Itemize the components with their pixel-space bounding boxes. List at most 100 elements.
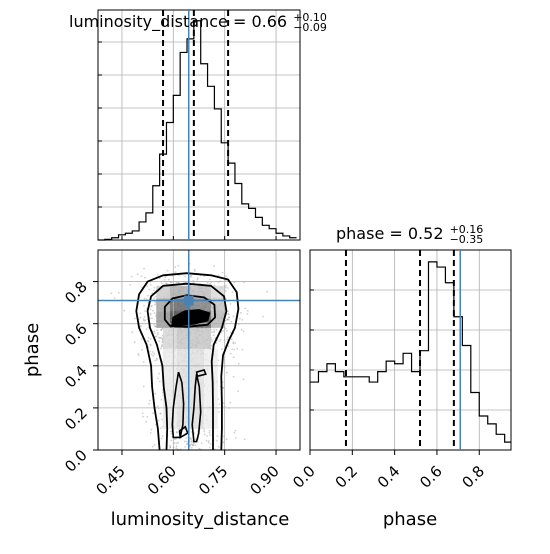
scatter-point [190,275,192,278]
scatter-point [161,327,164,330]
scatter-point [161,334,164,337]
x-tick-label: 0.6 [416,462,446,492]
scatter-point [143,304,146,307]
title-minus-text: −0.09 [293,20,327,34]
scatter-point [173,442,176,445]
scatter-point [113,297,116,299]
scatter-point [226,318,229,321]
y-tick-label: 0.0 [61,446,91,476]
scatter-point [149,350,152,353]
scatter-point [226,336,229,339]
title-plus-text: +0.10 [293,10,327,24]
scatter-point [140,325,142,327]
scatter-point [226,318,229,321]
scatter-point [150,344,152,347]
scatter-point [142,361,145,363]
title-value-text: 0.66 [251,12,288,31]
y-tick-label: 0.4 [61,362,91,392]
scatter-point [152,412,154,415]
title-param-text: phase [336,224,385,243]
scatter-point [141,349,143,351]
scatter-point [161,337,164,340]
x-tick-label: 0.90 [247,462,283,498]
scatter-point [152,354,155,357]
scatter-point [161,341,164,344]
scatter-point [153,443,156,446]
scatter-point [169,446,172,449]
x-tick-label: 0.2 [332,462,362,492]
scatter-point [175,431,178,434]
panel-frame [309,249,512,451]
scatter-point [148,288,151,291]
scatter-point [213,328,215,331]
scatter-point [143,267,146,270]
scatter-point [215,328,218,331]
scatter-point [154,392,157,395]
scatter-point [194,438,197,440]
scatter-point [149,312,152,315]
contour-core [171,309,211,326]
scatter-point [146,285,149,288]
title-minus-text: −0.35 [449,232,484,246]
x-tick-label: 0.8 [458,462,488,492]
scatter-point [194,444,197,447]
scatter-point [151,304,153,307]
scatter-point [154,325,157,328]
scatter-point [219,338,222,341]
scatter-point [142,385,145,388]
title-plus-text: +0.16 [449,222,484,236]
scatter-point [190,440,193,443]
scatter-point [147,339,149,342]
scatter-point [152,309,155,312]
scatter-point [227,318,230,321]
scatter-point [174,437,177,440]
scatter-point [217,274,220,277]
scatter-point [231,348,234,351]
scatter-point [225,284,227,287]
scatter-point [110,292,113,295]
scatter-point [190,274,193,277]
scatter-point [230,338,233,341]
scatter-point [149,283,152,286]
scatter-point [244,307,247,310]
scatter-point [154,332,156,334]
scatter-point [205,439,208,442]
scatter-point [139,316,142,319]
scatter-point [211,340,213,343]
scatter-point [137,353,140,355]
scatter-point [175,447,178,450]
y-tick-label: 0.8 [61,278,91,308]
scatter-point [150,353,153,356]
scatter-point [190,437,192,440]
scatter-point [175,282,178,284]
scatter-point [154,359,157,362]
x-tick-label: 0.60 [144,462,180,498]
luminosity-phase-scatter-panel: 0.45 0.60 0.75 0.90 0.0 0.2 0.4 0.6 0.8 luminosit… [22,249,301,530]
scatter-point [189,445,192,448]
scatter-point [216,439,218,442]
scatter-point [153,289,155,292]
density-cell [156,298,170,312]
scatter-point [221,348,223,350]
scatter-point [196,278,199,281]
scatter-point [154,303,157,306]
scatter-point [230,320,233,323]
scatter-point [235,437,237,439]
scatter-point [145,328,148,330]
scatter-point [157,419,160,422]
scatter-point [222,441,225,444]
scatter-point [209,443,212,445]
x-tick-label: 0.4 [374,462,404,492]
scatter-point [183,440,186,443]
scatter-point [153,352,156,355]
scatter-point [147,294,149,297]
contour-loop [171,371,185,439]
scatter-point [242,378,245,381]
scatter-point [227,310,229,313]
scatter-point [190,446,193,449]
scatter-point [159,412,162,415]
scatter-point [229,331,232,334]
contour-inner [163,294,216,328]
scatter-point [224,286,227,289]
